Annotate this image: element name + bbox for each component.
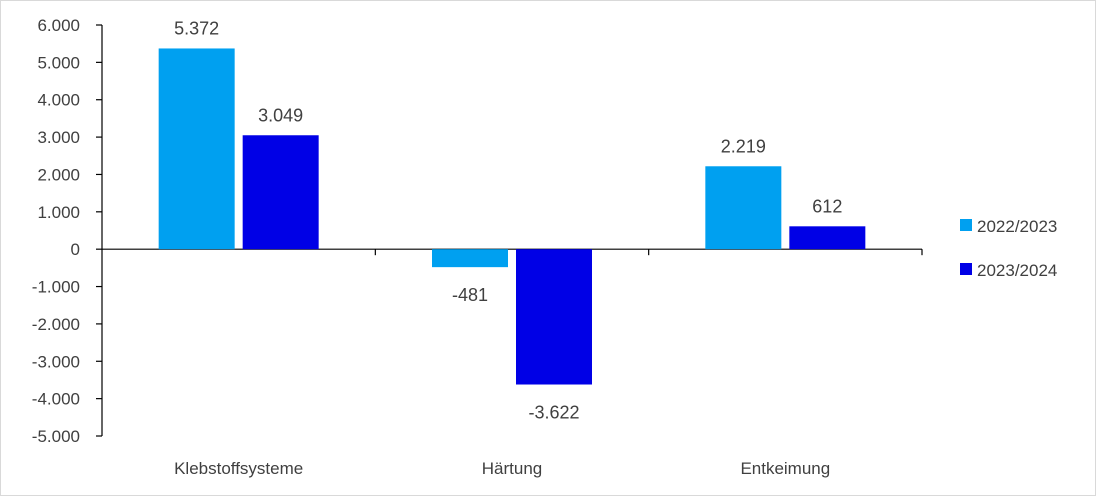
data-label: -3.622 [528, 403, 579, 423]
y-tick-label: 0 [71, 240, 80, 259]
y-tick-label: -2.000 [32, 315, 80, 334]
bar-2023/2024-Härtung [516, 249, 592, 385]
y-tick-label: -5.000 [32, 427, 80, 446]
y-tick-label: 2.000 [37, 165, 80, 184]
y-tick-label: 6.000 [37, 16, 80, 35]
data-label: 3.049 [258, 105, 303, 125]
y-tick-label: 1.000 [37, 203, 80, 222]
y-tick-label: 5.000 [37, 53, 80, 72]
legend-label: 2023/2024 [977, 261, 1057, 280]
y-tick-label: -3.000 [32, 352, 80, 371]
data-label: 5.372 [174, 18, 219, 38]
bar-2022/2023-Härtung [432, 249, 508, 268]
data-label: -481 [452, 285, 488, 305]
data-label: 612 [812, 196, 842, 216]
bar-2023/2024-Klebstoffsysteme [242, 135, 319, 250]
legend-swatch [960, 219, 972, 231]
y-tick-label: 3.000 [37, 128, 80, 147]
legend-swatch [960, 263, 972, 275]
bar-2023/2024-Entkeimung [789, 226, 866, 250]
x-category-label: Entkeimung [740, 459, 830, 478]
y-tick-label: -4.000 [32, 390, 80, 409]
data-label: 2.219 [721, 136, 766, 156]
bar-2022/2023-Klebstoffsysteme [158, 48, 235, 250]
legend-label: 2022/2023 [977, 217, 1057, 236]
x-category-label: Klebstoffsysteme [174, 459, 303, 478]
y-tick-label: -1.000 [32, 278, 80, 297]
x-category-label: Härtung [482, 459, 542, 478]
y-tick-label: 4.000 [37, 91, 80, 110]
bar-2022/2023-Entkeimung [705, 166, 782, 250]
